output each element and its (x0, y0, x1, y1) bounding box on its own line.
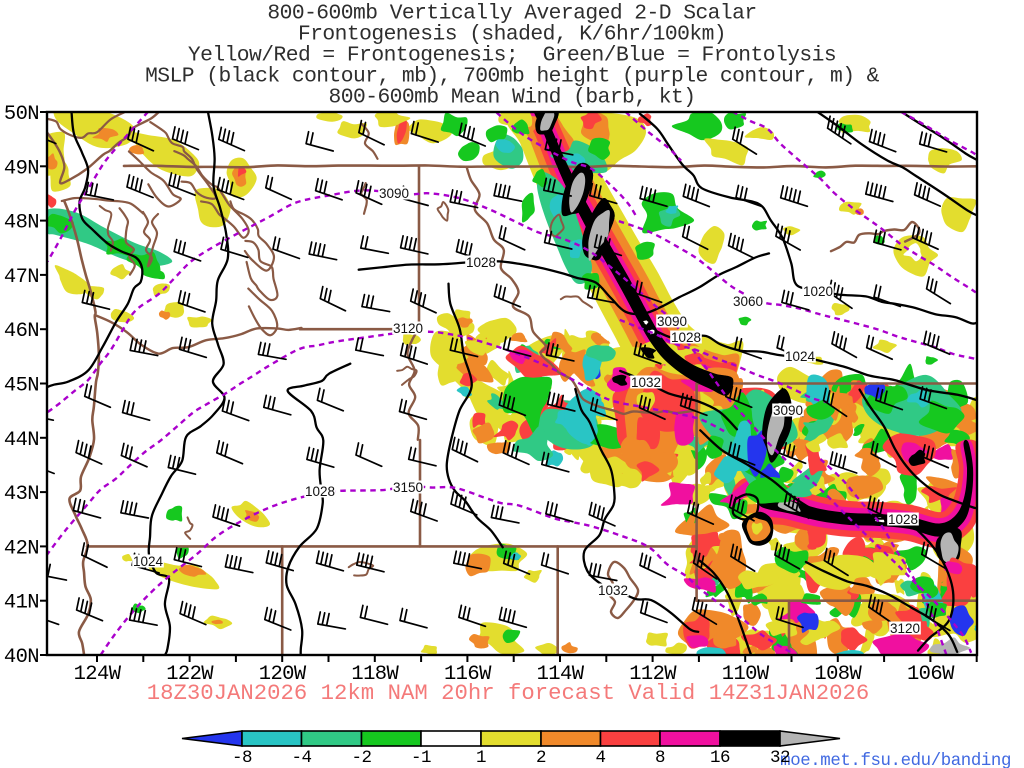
svg-text:3060: 3060 (733, 294, 763, 309)
svg-text:800-600mb Mean Wind (barb, kt): 800-600mb Mean Wind (barb, kt) (329, 86, 696, 110)
svg-text:3120: 3120 (393, 321, 423, 336)
svg-text:Yellow/Red = Frontogenesis; G: Yellow/Red = Frontogenesis; Green/Blue =… (188, 44, 836, 68)
svg-text:3090: 3090 (657, 314, 687, 329)
svg-text:1028: 1028 (305, 484, 335, 499)
svg-text:8: 8 (655, 748, 665, 768)
svg-text:1024: 1024 (785, 349, 816, 364)
svg-text:1032: 1032 (598, 583, 628, 598)
svg-text:114W: 114W (537, 663, 585, 686)
svg-text:112W: 112W (629, 663, 677, 686)
svg-text:3120: 3120 (890, 621, 920, 636)
svg-text:42N: 42N (4, 537, 39, 560)
svg-text:-8: -8 (232, 748, 252, 768)
svg-text:-1: -1 (411, 748, 431, 768)
svg-text:124W: 124W (74, 663, 122, 686)
svg-text:49N: 49N (4, 157, 39, 180)
svg-text:46N: 46N (4, 320, 39, 343)
svg-text:120W: 120W (259, 663, 307, 686)
svg-text:1: 1 (476, 748, 486, 768)
svg-text:1032: 1032 (631, 375, 661, 390)
svg-text:Frontogenesis (shaded, K/6hr/1: Frontogenesis (shaded, K/6hr/100km) (298, 23, 726, 47)
svg-text:1028: 1028 (888, 512, 918, 527)
svg-text:47N: 47N (4, 266, 39, 289)
svg-text:116W: 116W (444, 663, 492, 686)
svg-text:40N: 40N (4, 646, 39, 669)
svg-text:-2: -2 (351, 748, 371, 768)
svg-text:800-600mb Vertically Averaged: 800-600mb Vertically Averaged 2-D Scalar (267, 2, 756, 26)
svg-text:32: 32 (770, 748, 790, 768)
svg-text:122W: 122W (166, 663, 214, 686)
svg-text:108W: 108W (814, 663, 862, 686)
svg-text:-4: -4 (291, 748, 311, 768)
svg-text:106W: 106W (907, 663, 955, 686)
svg-text:45N: 45N (4, 375, 39, 398)
svg-text:16: 16 (710, 748, 730, 768)
svg-text:4: 4 (595, 748, 605, 768)
svg-text:43N: 43N (4, 483, 39, 506)
svg-text:1024: 1024 (133, 554, 164, 569)
svg-text:1028: 1028 (466, 255, 496, 270)
svg-text:3090: 3090 (773, 403, 803, 418)
svg-text:2: 2 (536, 748, 546, 768)
svg-text:44N: 44N (4, 429, 39, 452)
svg-text:3150: 3150 (393, 480, 423, 495)
svg-text:MSLP (black contour, mb), 700m: MSLP (black contour, mb), 700mb height (… (145, 65, 880, 89)
svg-text:41N: 41N (4, 592, 39, 615)
svg-text:48N: 48N (4, 212, 39, 235)
svg-text:50N: 50N (4, 103, 39, 126)
svg-text:118W: 118W (351, 663, 399, 686)
svg-text:1020: 1020 (803, 284, 833, 299)
svg-text:1028: 1028 (671, 330, 701, 345)
svg-text:moe.met.fsu.edu/banding: moe.met.fsu.edu/banding (780, 752, 1011, 768)
svg-text:110W: 110W (722, 663, 770, 686)
svg-text:18Z30JAN2026 12km NAM 20hr for: 18Z30JAN2026 12km NAM 20hr forecast Vali… (147, 680, 870, 706)
svg-text:3090: 3090 (379, 186, 409, 201)
